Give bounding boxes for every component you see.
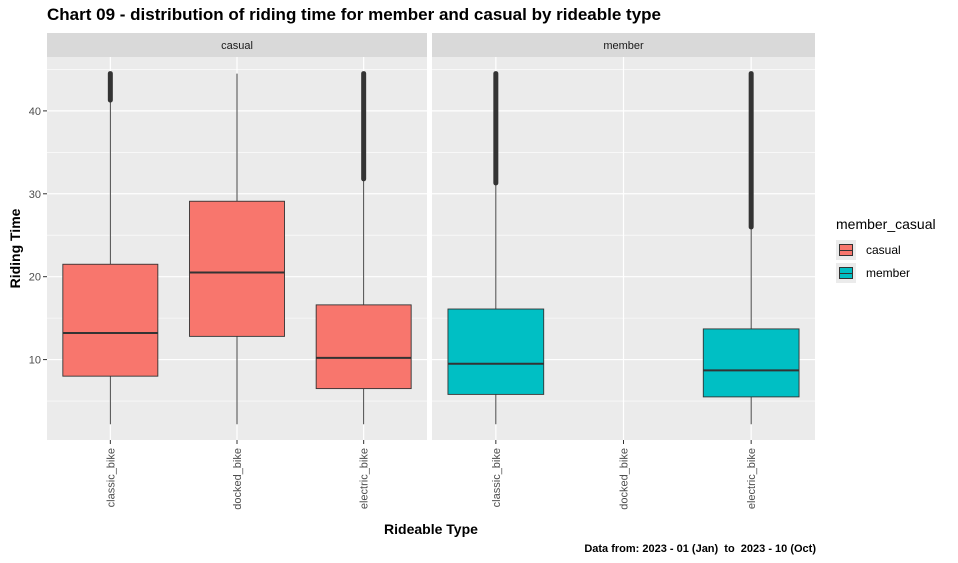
- chart-title: Chart 09 - distribution of riding time f…: [47, 5, 662, 24]
- y-tick-label: 30: [29, 189, 41, 201]
- legend-item-member: member: [836, 261, 936, 284]
- legend-swatch-casual: [839, 243, 853, 256]
- legend-title: member_casual: [836, 216, 936, 232]
- legend-key-casual: [836, 239, 856, 260]
- legend-swatch-member: [839, 266, 853, 279]
- box-member-classic_bike: [447, 308, 545, 395]
- facet-strip-label-member: member: [603, 40, 644, 52]
- facet-strip-member: [432, 33, 815, 57]
- facet-strip-label-casual: casual: [221, 40, 253, 52]
- box-casual-electric_bike: [315, 304, 412, 390]
- x-tick-label: docked_bike: [619, 448, 631, 510]
- legend-item-casual: casual: [836, 238, 936, 261]
- box-casual-classic_bike: [62, 263, 159, 377]
- legend: member_casual casual member: [836, 216, 936, 284]
- legend-key-member: [836, 262, 856, 283]
- x-tick-label: docked_bike: [232, 448, 244, 510]
- y-tick-label: 20: [29, 272, 41, 284]
- box-casual-docked_bike: [189, 200, 285, 337]
- x-axis-title: Rideable Type: [384, 521, 478, 537]
- legend-label-member: member: [866, 265, 911, 280]
- y-axis-title: Riding Time: [7, 208, 23, 288]
- chart-caption: Data from: 2023 - 01 (Jan) to 2023 - 10 …: [584, 543, 816, 555]
- x-tick-label: classic_bike: [105, 448, 117, 507]
- x-tick-label: electric_bike: [746, 448, 758, 509]
- y-tick-label: 40: [29, 106, 41, 118]
- x-tick-label: classic_bike: [491, 448, 503, 507]
- x-tick-label: electric_bike: [359, 448, 371, 509]
- facet-strip-casual: [47, 33, 427, 57]
- legend-label-casual: casual: [866, 242, 901, 257]
- box-member-electric_bike: [702, 328, 800, 398]
- y-tick-label: 10: [29, 355, 41, 367]
